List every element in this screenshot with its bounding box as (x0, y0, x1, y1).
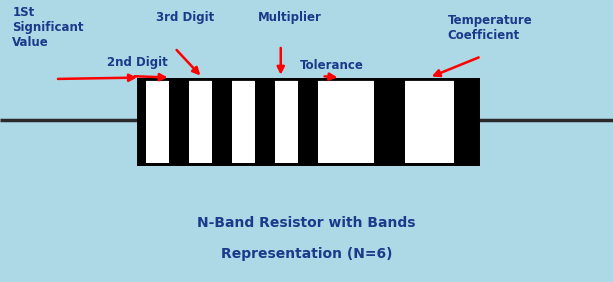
Bar (232, 79, 255, 163)
Text: Representation (N=6): Representation (N=6) (221, 247, 392, 261)
Text: Multiplier: Multiplier (257, 11, 321, 24)
Text: 2nd Digit: 2nd Digit (107, 56, 168, 69)
Bar (138, 79, 478, 164)
Text: Temperature
Coefficient: Temperature Coefficient (447, 14, 532, 42)
Bar (138, 79, 478, 164)
Bar (275, 79, 298, 163)
Bar (318, 79, 374, 163)
Bar (405, 79, 454, 163)
Text: N-Band Resistor with Bands: N-Band Resistor with Bands (197, 216, 416, 230)
Bar (146, 79, 169, 163)
Text: 1St
Significant
Value: 1St Significant Value (12, 6, 84, 49)
Text: 3rd Digit: 3rd Digit (156, 11, 215, 24)
Text: Tolerance: Tolerance (300, 59, 364, 72)
Bar (189, 79, 212, 163)
